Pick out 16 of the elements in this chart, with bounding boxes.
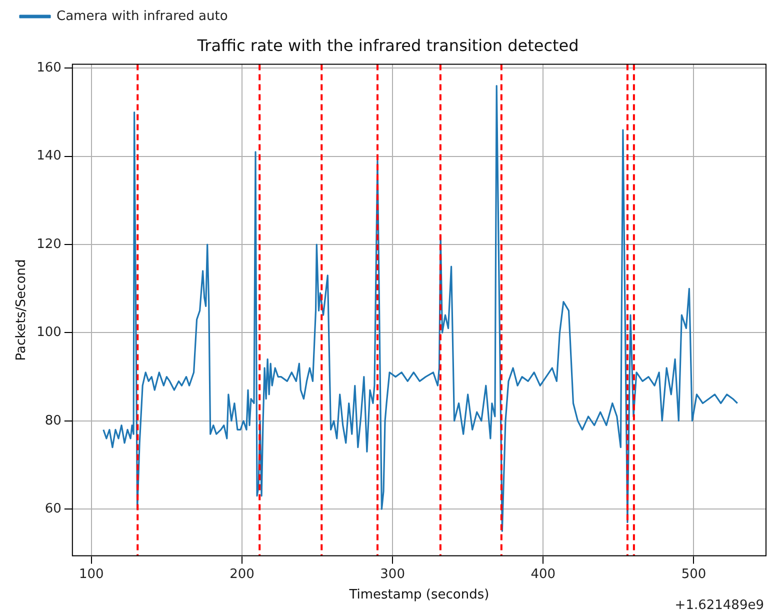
x-tick-label: 400 <box>530 566 556 582</box>
text: +1.621489e9 <box>674 598 764 613</box>
x-axis-title: Timestamp (seconds) <box>348 588 490 603</box>
y-tick-label: 160 <box>36 60 62 76</box>
x-tick-label: 200 <box>230 566 254 582</box>
x-tick-label: 300 <box>380 566 405 582</box>
chart-title: Traffic rate with the infrared transition detected <box>196 36 579 55</box>
y-tick-label: 140 <box>36 148 62 164</box>
x-tick-label: 500 <box>681 566 706 582</box>
x-tick-label: 100 <box>78 566 104 582</box>
legend-label: Camera with infrared auto <box>56 8 228 24</box>
y-tick-label: 80 <box>44 413 62 428</box>
y-tick-label: 60 <box>44 501 62 516</box>
y-tick-label: 120 <box>36 236 62 252</box>
y-axis-title: Packets/Second <box>14 259 30 361</box>
y-tick-label: 100 <box>36 325 62 340</box>
